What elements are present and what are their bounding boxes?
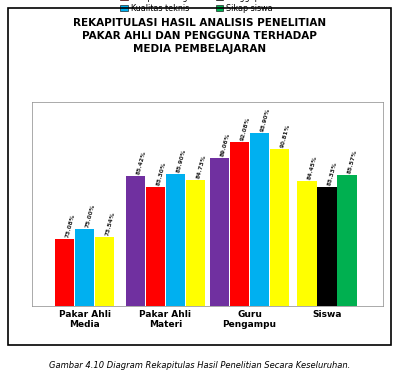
Bar xyxy=(55,239,74,392)
Text: 92.08%: 92.08% xyxy=(240,116,251,142)
Bar xyxy=(297,181,316,392)
Bar xyxy=(270,149,289,392)
Bar xyxy=(166,174,185,392)
Text: 75.00%: 75.00% xyxy=(85,203,96,229)
Legend: Pendidikan, Tampilan Program, Kualitas teknis, Rerata, Tanggapan siswa, Sikap si: Pendidikan, Tampilan Program, Kualitas t… xyxy=(119,0,296,15)
Text: 89.06%: 89.06% xyxy=(220,132,231,157)
Bar xyxy=(250,133,269,392)
Bar xyxy=(95,237,114,392)
Text: REKAPITULASI HASIL ANALISIS PENELITIAN
PAKAR AHLI DAN PENGGUNA TERHADAP
MEDIA PE: REKAPITULASI HASIL ANALISIS PENELITIAN P… xyxy=(73,18,326,54)
Bar xyxy=(337,176,357,392)
Text: 73.54%: 73.54% xyxy=(105,211,116,236)
Text: 90.81%: 90.81% xyxy=(280,123,291,148)
Bar xyxy=(210,158,229,392)
Text: 85.42%: 85.42% xyxy=(136,150,147,176)
Text: 85.90%: 85.90% xyxy=(176,148,187,173)
Bar xyxy=(317,187,336,392)
Bar xyxy=(146,187,165,392)
Text: 83.30%: 83.30% xyxy=(156,161,167,186)
Text: 84.45%: 84.45% xyxy=(307,155,318,180)
Text: 85.57%: 85.57% xyxy=(347,149,358,175)
Bar xyxy=(75,229,94,392)
Text: 73.08%: 73.08% xyxy=(65,213,76,238)
Text: 84.73%: 84.73% xyxy=(196,154,207,179)
Text: 93.90%: 93.90% xyxy=(260,107,271,132)
Text: 83.33%: 83.33% xyxy=(327,161,338,186)
Bar xyxy=(230,142,249,392)
Bar xyxy=(186,180,205,392)
Text: Gambar 4.10 Diagram Rekapitulas Hasil Penelitian Secara Keseluruhan.: Gambar 4.10 Diagram Rekapitulas Hasil Pe… xyxy=(49,361,350,370)
Bar xyxy=(126,176,145,392)
